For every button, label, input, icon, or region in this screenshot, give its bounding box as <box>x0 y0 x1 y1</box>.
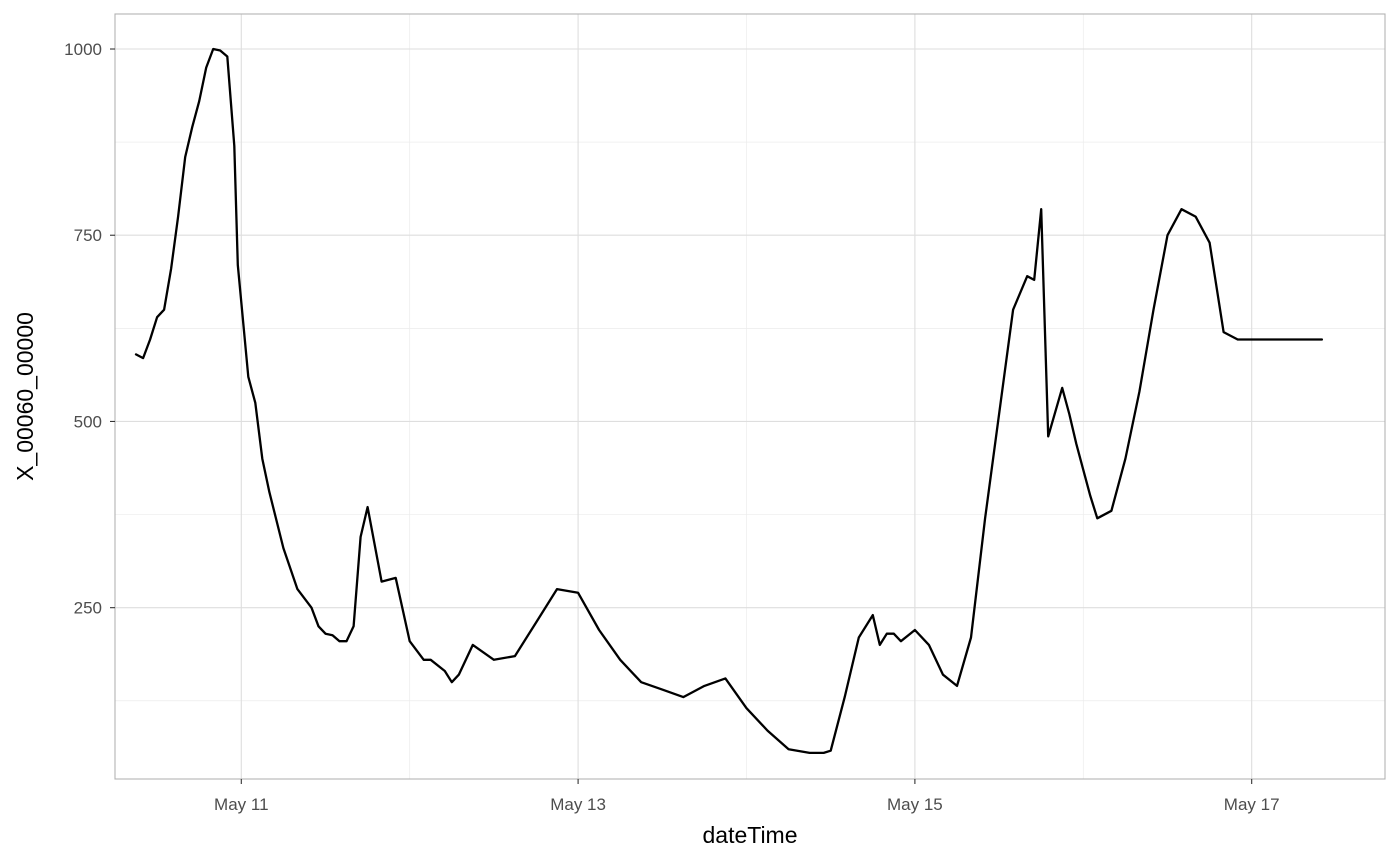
x-tick-label: May 15 <box>887 795 943 814</box>
x-tick-label: May 11 <box>214 795 269 814</box>
axes: May 11 May 13 May 15 May 17 250 500 750 1000 <box>64 40 1279 814</box>
y-axis-title: X_00060_00000 <box>12 312 38 481</box>
panel-border <box>114 13 1386 780</box>
y-tick-label: 1000 <box>64 40 102 59</box>
series-line <box>134 47 1324 755</box>
y-tick-label: 750 <box>74 226 102 245</box>
x-axis-title: dateTime <box>702 822 797 848</box>
y-tick-label: 500 <box>74 412 102 431</box>
x-tick-label: May 17 <box>1224 795 1280 814</box>
x-tick-label: May 13 <box>550 795 606 814</box>
grid-lines <box>115 14 1385 779</box>
y-tick-label: 250 <box>74 599 102 618</box>
